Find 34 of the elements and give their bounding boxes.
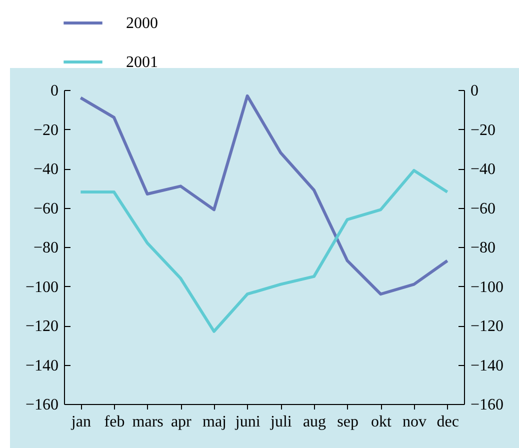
y-tick-label: −60 [33,200,58,218]
legend-label: 2001 [126,54,158,71]
y-tick-label: −140 [25,357,58,374]
y2-tick-label: −140 [470,357,504,374]
y-tick-label: −40 [33,161,58,178]
x-tick-label: maj [202,414,226,430]
y-tick-label: −20 [33,122,58,139]
y2-tick-label: −40 [470,161,496,178]
x-tick-label: okt [370,414,392,430]
x-tick-label: juni [234,414,261,430]
x-tick-label: juli [269,414,292,430]
x-tick-label: dec [436,414,459,430]
y-tick-label: −100 [25,278,58,296]
x-tick-label: aug [302,414,326,430]
x-tick-label: apr [170,414,192,430]
legend-label: 2000 [126,15,158,32]
y2-tick-label: −120 [470,318,504,335]
y2-tick-label: −160 [470,396,504,414]
y2-tick-label: −20 [470,122,496,139]
y-tick-label: −120 [25,318,58,335]
x-tick-label: sep [337,414,358,430]
x-tick-label: mars [132,414,164,430]
x-tick-label: feb [104,414,125,430]
y2-tick-label: −80 [470,240,496,256]
y2-tick-label: −100 [470,278,504,296]
x-tick-label: nov [402,414,426,430]
line-series [79,168,449,333]
x-tick-label: jan [70,414,91,430]
y-tick-label: −80 [33,240,58,256]
y2-tick-label: 0 [470,82,478,100]
y-tick-label: −160 [25,396,58,414]
y2-tick-label: −60 [470,200,496,218]
y-tick-label: 0 [50,82,58,100]
line-series [79,94,449,296]
